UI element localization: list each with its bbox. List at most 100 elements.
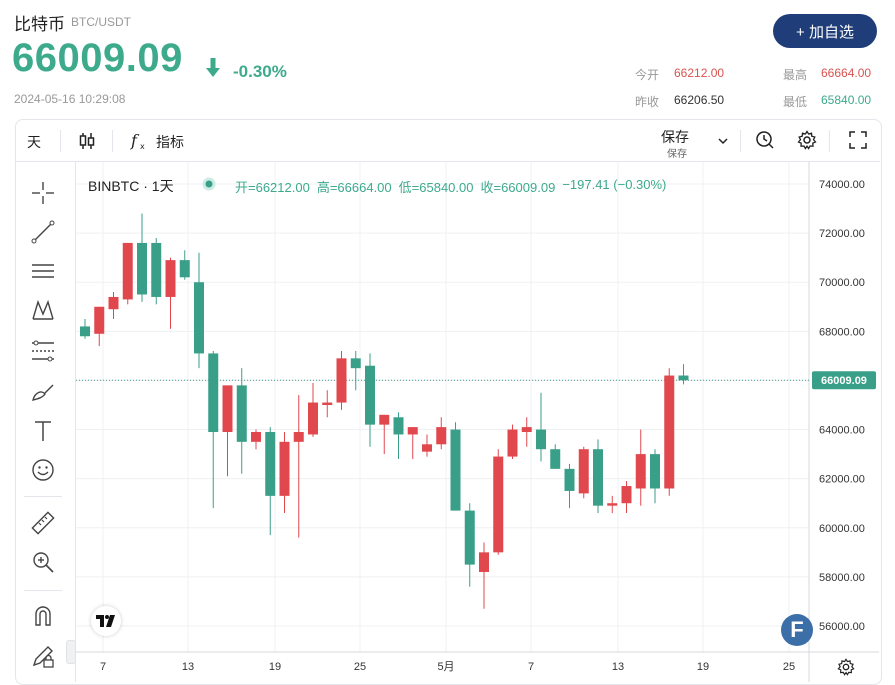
low-value: 65840.00 [821,93,872,107]
x-tick-label: 7 [528,661,534,673]
zoom-in-icon[interactable] [30,549,56,575]
toolbar-divider [112,130,113,152]
gear-icon[interactable] [797,130,817,150]
y-tick-label: 74000.00 [819,179,865,191]
candle-body [293,432,304,442]
text-icon[interactable] [30,418,56,444]
sidebar-divider [24,590,62,591]
y-tick-label: 62000.00 [819,474,865,486]
candle-body [322,402,333,405]
candle-body [350,358,361,369]
prev-close-value: 66206.50 [674,93,725,107]
coin-pair: BTC/USDT [71,15,131,29]
magnet-icon[interactable] [30,603,56,629]
tv-logo-icon [96,615,115,627]
trend-line-icon[interactable] [30,219,56,245]
candle-body [479,552,489,572]
fib-icon[interactable] [30,338,56,364]
alert-clock-icon[interactable] [755,130,775,150]
y-tick-label: 68000.00 [819,326,865,338]
toolbar-divider [829,130,830,152]
candle-body [222,385,233,433]
candle-body [279,441,290,496]
pattern-icon[interactable] [30,297,56,323]
last-price-label: 66009.09 [821,375,867,387]
legend-change: −197.41 (−0.30%) [562,177,667,192]
indicators-button[interactable]: 指标 [156,134,184,150]
candlestick-chart[interactable]: 74000.0072000.0070000.0068000.0066000.00… [76,162,879,682]
candle-body [379,414,390,425]
candle-body [137,242,147,295]
coin-name: 比特币 [14,15,65,34]
last-price-tag [812,371,876,390]
candle-body [436,427,447,445]
candle-body [236,385,247,442]
y-tick-label: 60000.00 [819,523,865,535]
candle-body [151,242,162,297]
candle-body [165,260,176,297]
site-badge-icon: F [781,614,813,646]
legend-ohlc: 开=66212.00 高=66664.00 低=65840.00 收=66009… [235,177,666,196]
ruler-icon[interactable] [30,510,56,536]
candle-body [365,365,375,425]
high-value: 66664.00 [821,66,872,80]
status-dot-icon [202,177,216,191]
legend-low: 低=65840.00 [398,180,474,195]
save-sub-label: 保存 [667,149,687,160]
candle-body [265,432,276,496]
candle-body [122,242,133,300]
candle-body [422,444,432,452]
sidebar-divider [24,496,62,497]
candle-body [550,449,561,469]
y-tick-label: 70000.00 [819,277,865,289]
candlestick-type-icon[interactable] [77,131,97,151]
x-tick-label: 5月 [437,661,454,673]
candle-body [94,306,105,334]
candle-body [407,427,418,435]
candle-body [578,449,589,494]
toolbar-divider [740,130,741,152]
brush-icon[interactable] [30,378,56,404]
candle-body [194,282,204,354]
current-price: 66009.09 [12,36,183,80]
price-change: -0.30% [233,62,287,81]
lock-pencil-icon[interactable] [30,643,56,669]
candle-body [108,296,119,310]
legend-symbol: BINBTC · 1天 [88,178,174,194]
y-tick-label: 56000.00 [819,621,865,633]
candle-body [179,260,190,278]
x-tick-label: 13 [182,661,194,673]
sidebar-border [75,162,76,682]
down-arrow-icon [206,58,220,77]
indicators-icon[interactable]: f x [129,131,149,151]
emoji-icon[interactable] [30,457,56,483]
toolbar-divider [60,130,61,152]
axis-settings-icon[interactable] [837,658,855,676]
chevron-down-icon[interactable] [717,136,729,146]
candle-body [251,432,261,442]
x-tick-label: 7 [100,661,106,673]
open-value: 66212.00 [674,66,725,80]
horizontal-lines-icon[interactable] [30,258,56,284]
y-tick-label: 72000.00 [819,228,865,240]
candle-body [593,449,603,506]
add-watchlist-button[interactable]: + 加自选 [773,14,877,48]
y-tick-label: 64000.00 [819,425,865,437]
candle-body [393,417,404,435]
x-tick-label: 19 [697,661,709,673]
interval-button[interactable]: 天 [27,134,41,150]
legend-high: 高=66664.00 [316,180,392,195]
y-tick-label: 58000.00 [819,572,865,584]
sidebar-collapse-handle[interactable] [66,640,76,664]
svg-text:x: x [140,142,145,151]
candle-body [308,402,318,435]
save-button[interactable]: 保存 [661,129,689,145]
candle-body [678,375,689,381]
crosshair-icon[interactable] [30,180,56,206]
fullscreen-icon[interactable] [848,130,868,150]
timestamp: 2024-05-16 10:29:08 [14,92,126,106]
open-label: 今开 [635,68,660,82]
candle-body [607,503,618,506]
candle-body [336,358,347,403]
low-label: 最低 [783,95,808,109]
